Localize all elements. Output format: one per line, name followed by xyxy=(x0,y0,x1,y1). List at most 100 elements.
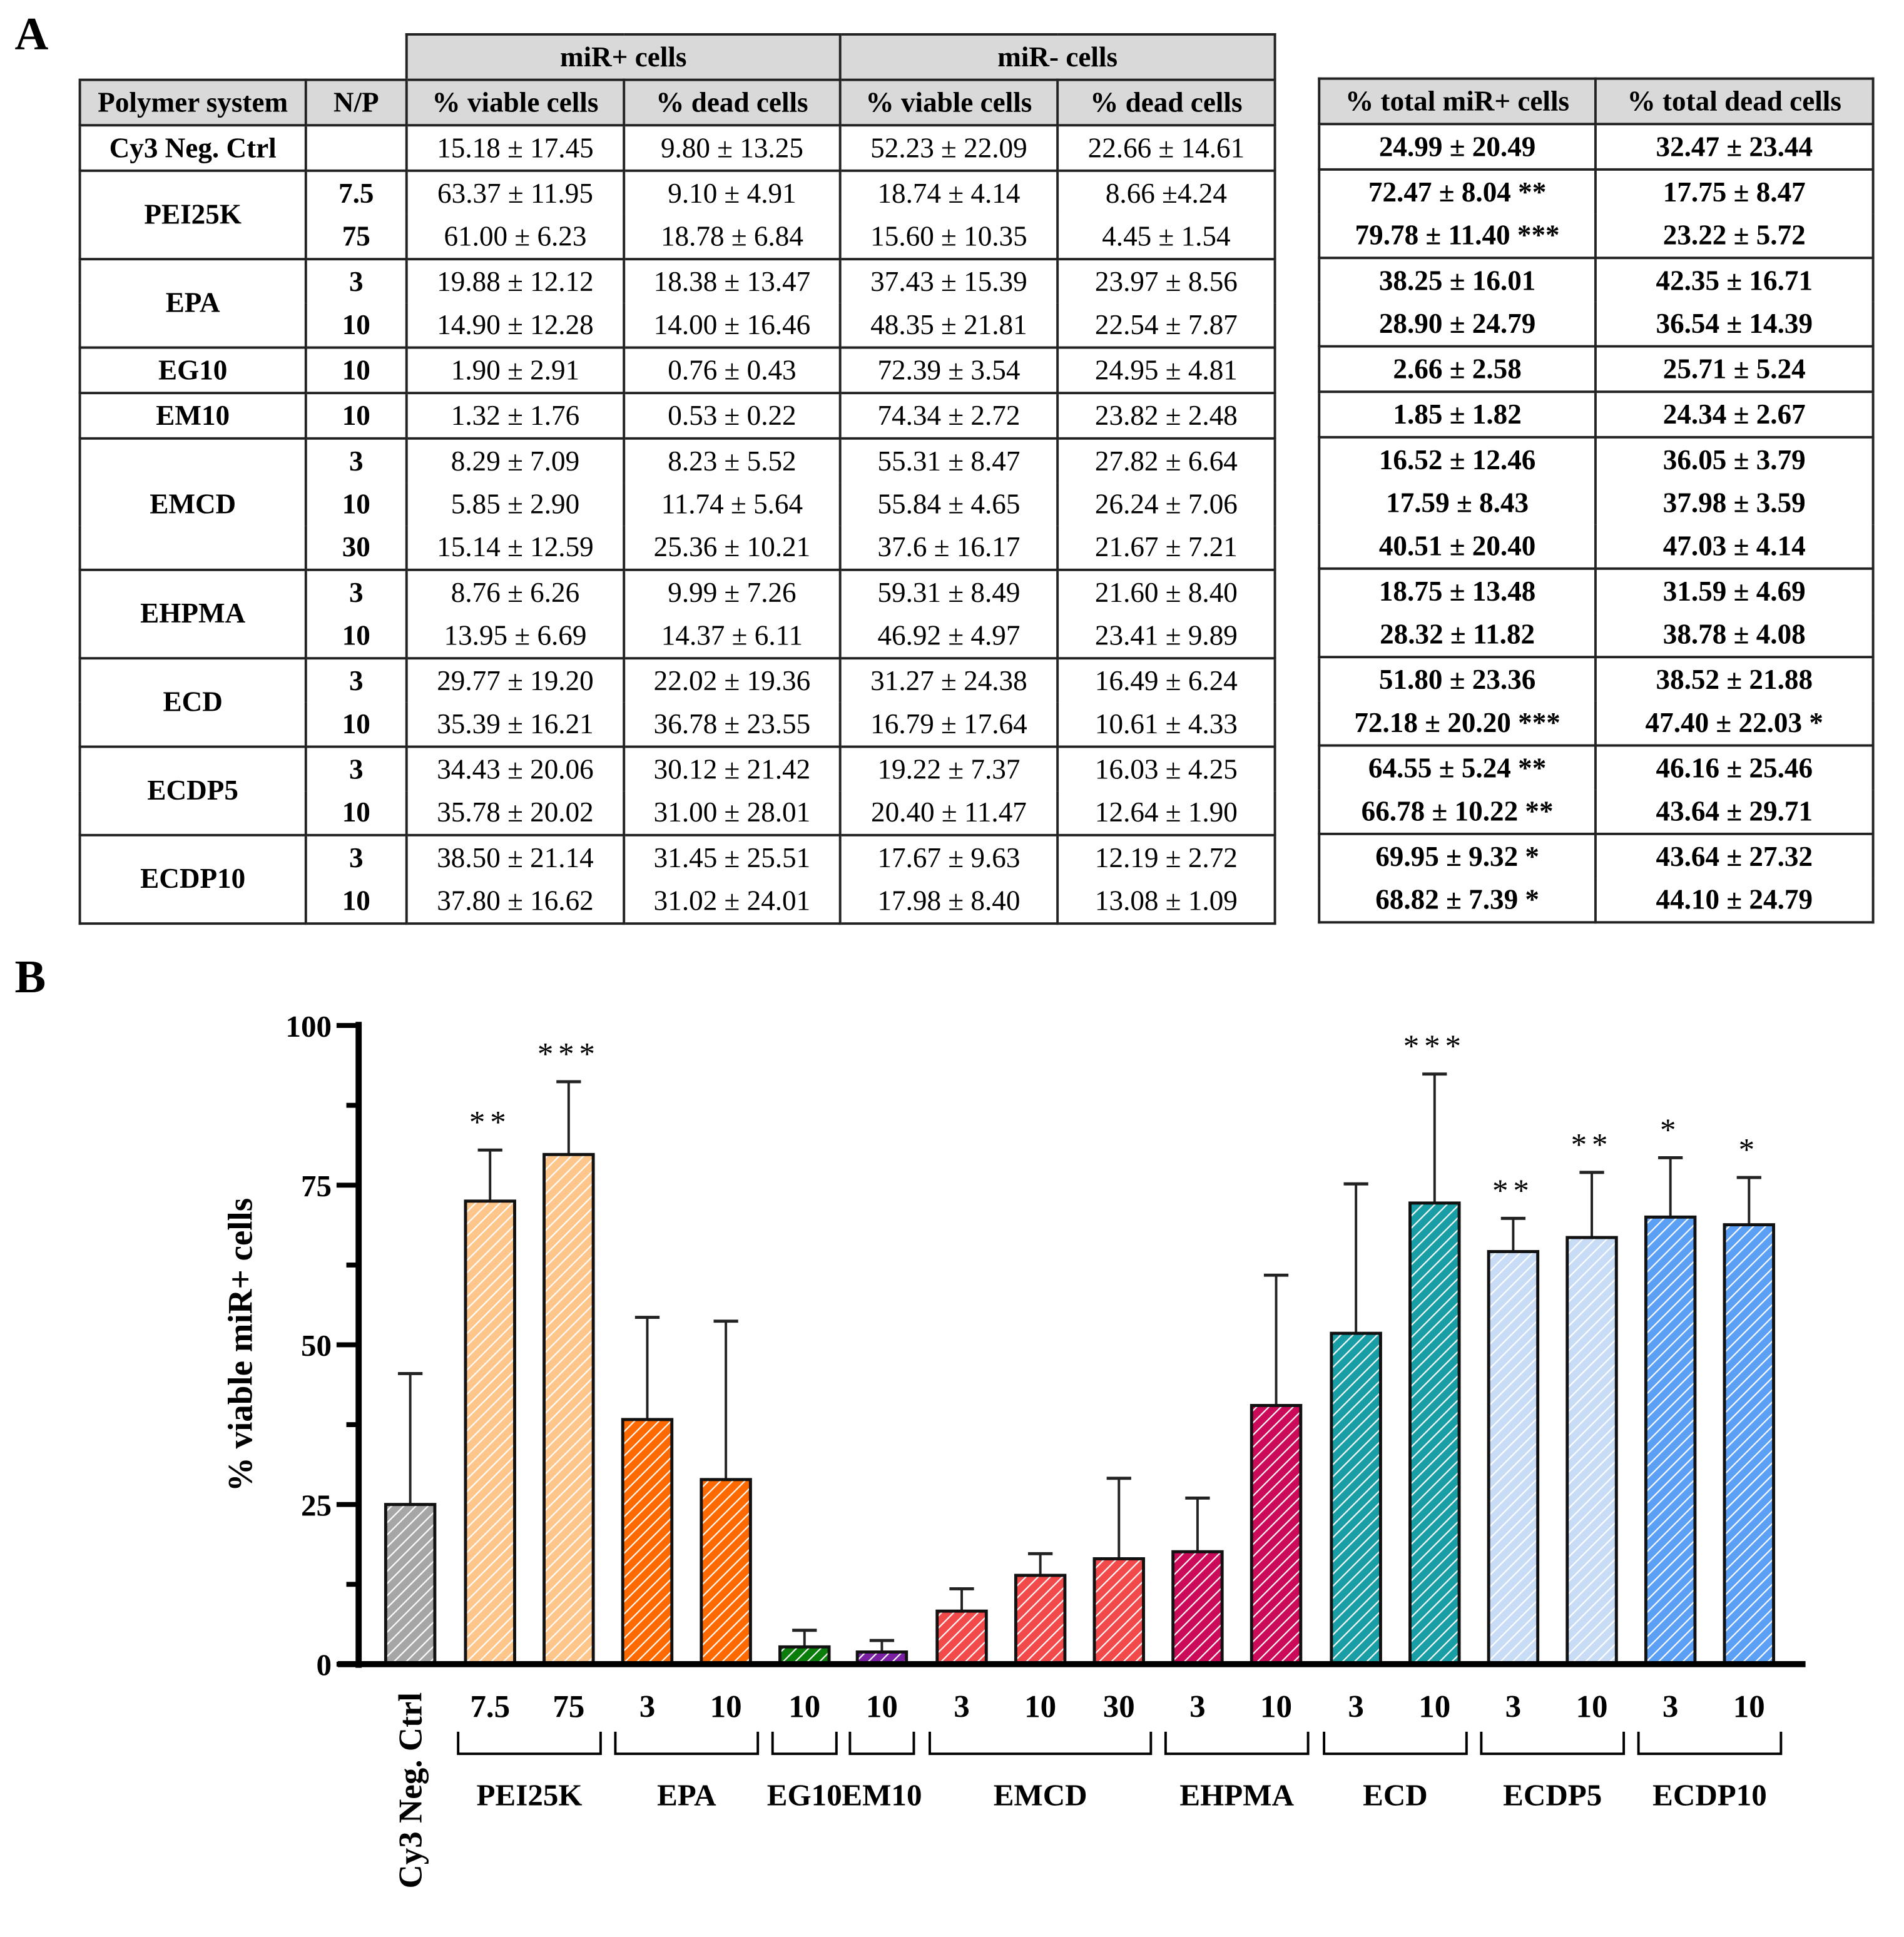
x-tick-label: 3 xyxy=(639,1689,656,1724)
value-cell: 24.95 ± 4.81 xyxy=(1056,346,1276,395)
polymer-name: EHPMA xyxy=(78,568,307,660)
x-tick-label: 3 xyxy=(1348,1689,1364,1724)
np-cell xyxy=(304,124,408,172)
value-cell: 31.45 ± 25.51 xyxy=(623,833,842,880)
value-cell: 22.02 ± 19.36 xyxy=(623,657,842,703)
x-tick-label: 10 xyxy=(866,1689,898,1724)
col-header-dead-neg: % dead cells xyxy=(1056,78,1276,127)
total-cell: 47.03 ± 4.14 xyxy=(1594,524,1875,570)
total-cell: 38.52 ± 21.88 xyxy=(1594,656,1875,701)
totals-row: 79.78 ± 11.40 *** 23.22 ± 5.72 xyxy=(1318,213,1875,260)
table-row: EMCD 3 8.29 ± 7.09 8.23 ± 5.52 55.31 ± 8.47 2… xyxy=(78,437,1276,571)
total-cell: 17.59 ± 8.43 xyxy=(1318,481,1597,525)
group-label: ECD xyxy=(1363,1778,1428,1812)
value-cell: 8.66 ±4.24 xyxy=(1056,169,1276,215)
bar xyxy=(1171,1550,1224,1666)
group-bracket xyxy=(1164,1731,1310,1756)
value-cell: 8.76 ± 6.26 xyxy=(405,568,626,614)
np-cell: 10 xyxy=(304,614,408,660)
group-label: Cy3 Neg. Ctrl xyxy=(392,1692,429,1889)
value-cell: 35.78 ± 20.02 xyxy=(405,791,626,836)
value-cell: 18.78 ± 6.84 xyxy=(623,215,842,261)
bar xyxy=(1092,1557,1146,1666)
table-row: 10 37.80 ± 16.62 31.02 ± 24.01 17.98 ± 8.40… xyxy=(80,879,1276,925)
totals-row: 40.51 ± 20.40 47.03 ± 4.14 xyxy=(1318,524,1875,570)
group-bracket xyxy=(1637,1731,1783,1756)
bar xyxy=(1644,1215,1697,1666)
group-bracket xyxy=(1323,1731,1468,1756)
value-cell: 15.14 ± 12.59 xyxy=(405,526,626,571)
total-cell: 36.54 ± 14.39 xyxy=(1594,302,1875,348)
significance-label: * xyxy=(1739,1133,1759,1168)
value-cell: 63.37 ± 11.95 xyxy=(405,169,626,215)
np-cell: 10 xyxy=(304,702,408,748)
bar xyxy=(621,1418,674,1666)
totals-row: 72.47 ± 8.04 ** 17.75 ± 8.47 xyxy=(1318,168,1875,214)
value-cell: 21.60 ± 8.40 xyxy=(1056,568,1276,614)
totals-row: 72.18 ± 20.20 *** 47.40 ± 22.03 * xyxy=(1318,701,1875,747)
group-label: EPA xyxy=(657,1778,716,1812)
value-cell: 18.74 ± 4.14 xyxy=(838,169,1059,215)
value-cell: 35.39 ± 16.21 xyxy=(405,702,626,748)
value-cell: 55.31 ± 8.47 xyxy=(838,437,1059,483)
y-tick-label: 0 xyxy=(316,1648,332,1682)
bar xyxy=(464,1199,516,1666)
polymer-name: EG10 xyxy=(78,346,307,395)
value-cell: 72.39 ± 3.54 xyxy=(838,346,1059,395)
np-cell: 10 xyxy=(304,482,408,526)
polymer-name: ECDP10 xyxy=(78,833,307,925)
value-cell: 8.23 ± 5.52 xyxy=(623,437,842,483)
value-cell: 27.82 ± 6.64 xyxy=(1056,437,1276,483)
value-cell: 23.41 ± 9.89 xyxy=(1056,614,1276,660)
totals-row: 38.25 ± 16.01 42.35 ± 16.71 xyxy=(1318,257,1875,302)
value-cell: 19.88 ± 12.12 xyxy=(405,258,626,303)
significance-label: *** xyxy=(1403,1029,1466,1064)
value-cell: 0.53 ± 0.22 xyxy=(623,392,842,440)
value-cell: 8.29 ± 7.09 xyxy=(405,437,626,483)
table-row: 10 35.78 ± 20.02 31.00 ± 28.01 20.40 ± 11.4… xyxy=(80,791,1276,836)
polymer-name: ECDP5 xyxy=(78,745,307,836)
group-bracket xyxy=(457,1731,602,1756)
value-cell: 26.24 ± 7.06 xyxy=(1056,482,1276,526)
value-cell: 1.90 ± 2.91 xyxy=(405,346,626,395)
value-cell: 38.50 ± 21.14 xyxy=(405,833,626,880)
total-cell: 25.71 ± 5.24 xyxy=(1594,345,1875,394)
np-cell: 3 xyxy=(304,437,408,483)
significance-label: *** xyxy=(537,1037,600,1072)
x-tick-label: 7.5 xyxy=(470,1689,510,1724)
np-cell: 3 xyxy=(304,745,408,791)
polymer-name: EMCD xyxy=(78,437,307,571)
total-cell: 40.51 ± 20.40 xyxy=(1318,524,1597,570)
np-cell: 3 xyxy=(304,833,408,880)
value-cell: 30.12 ± 21.42 xyxy=(623,745,842,791)
total-cell: 37.98 ± 3.59 xyxy=(1594,481,1875,525)
total-cell: 17.75 ± 8.47 xyxy=(1594,168,1875,214)
table-row: EG10 10 1.90 ± 2.91 0.76 ± 0.43 72.39 ± 3.54… xyxy=(78,346,1276,395)
group-header-mir-pos: miR+ cells xyxy=(405,33,842,81)
panel-a-label: A xyxy=(14,8,49,61)
group-label: EG10 xyxy=(767,1778,842,1812)
group-bracket xyxy=(614,1731,760,1756)
bar xyxy=(384,1503,437,1666)
totals-row: 64.55 ± 5.24 ** 46.16 ± 25.46 xyxy=(1318,744,1875,790)
value-cell: 12.64 ± 1.90 xyxy=(1056,791,1276,836)
total-cell: 23.22 ± 5.72 xyxy=(1594,213,1875,260)
group-label: EMCD xyxy=(994,1778,1087,1812)
total-cell: 38.25 ± 16.01 xyxy=(1318,257,1597,302)
value-cell: 19.22 ± 7.37 xyxy=(838,745,1059,791)
value-cell: 4.45 ± 1.54 xyxy=(1056,215,1276,261)
group-bracket xyxy=(1480,1731,1626,1756)
value-cell: 52.23 ± 22.09 xyxy=(838,124,1059,172)
table-row: 10 35.39 ± 16.21 36.78 ± 23.55 16.79 ± 17.6… xyxy=(80,702,1276,748)
value-cell: 25.36 ± 10.21 xyxy=(623,526,842,571)
col-header-total-dead: % total dead cells xyxy=(1594,77,1875,126)
bar xyxy=(935,1609,988,1666)
bar xyxy=(542,1152,595,1666)
group-label: PEI25K xyxy=(477,1778,583,1812)
table-row: ECDP5 3 34.43 ± 20.06 30.12 ± 21.42 19.22 ± … xyxy=(78,745,1276,836)
value-cell: 15.18 ± 17.45 xyxy=(405,124,626,172)
bar xyxy=(1250,1404,1303,1666)
total-cell: 51.80 ± 23.36 xyxy=(1318,656,1597,701)
total-cell: 18.75 ± 13.48 xyxy=(1318,567,1597,613)
np-cell: 3 xyxy=(304,258,408,303)
